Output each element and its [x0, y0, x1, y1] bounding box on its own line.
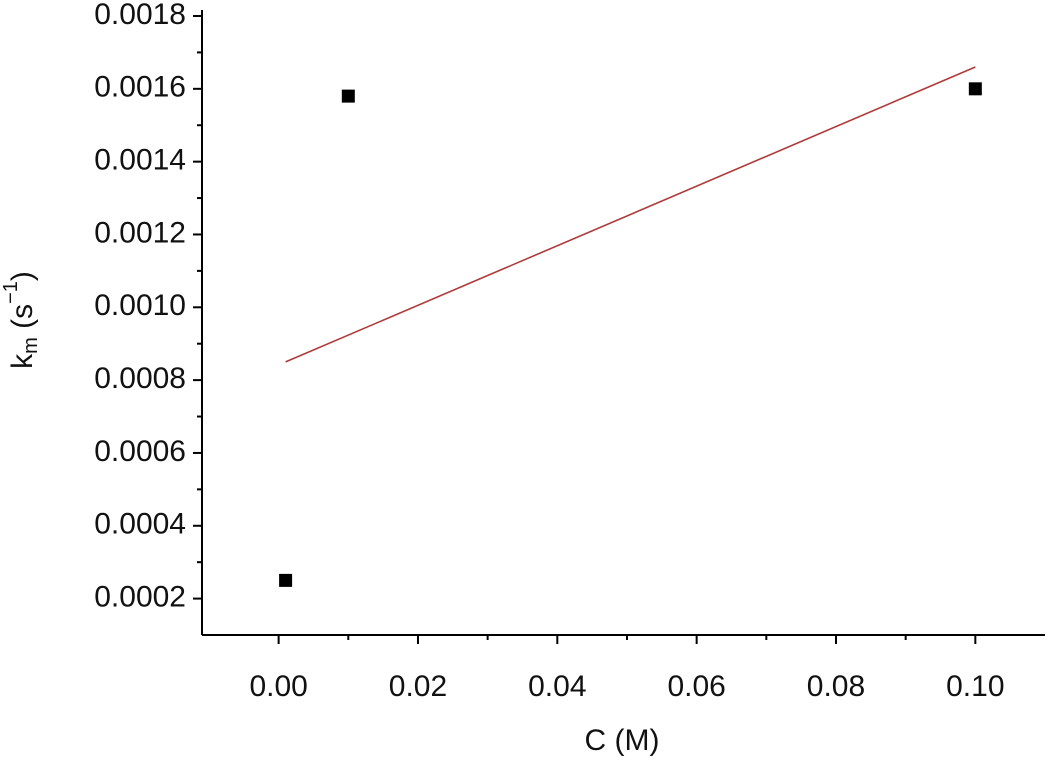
y-title-close: ): [6, 271, 39, 281]
x-tick-label: 0.10: [946, 670, 1004, 703]
x-tick-label: 0.02: [389, 670, 447, 703]
x-tick-label: 0.04: [528, 670, 586, 703]
y-tick-label: 0.0002: [94, 581, 186, 614]
point: [279, 573, 293, 587]
x-tick-label: 0.08: [807, 670, 865, 703]
y-title-sup: −1: [0, 281, 22, 304]
y-tick-label: 0.0016: [94, 71, 186, 104]
y-tick-label: 0.0010: [94, 289, 186, 322]
y-axis-title: km (s−1): [0, 271, 42, 369]
y-tick-label: 0.0014: [94, 144, 186, 177]
fit-line: [285, 66, 976, 363]
y-tick-label: 0.0008: [94, 362, 186, 395]
x-axis-title: C (M): [585, 724, 660, 757]
y-title-sub: m: [20, 337, 42, 354]
y-title-unit: (s: [6, 304, 39, 337]
point: [341, 89, 355, 103]
y-title-base: k: [6, 353, 39, 369]
point: [968, 82, 982, 96]
x-tick-label: 0.00: [249, 670, 307, 703]
y-tick-label: 0.0018: [94, 0, 186, 31]
y-tick-label: 0.0006: [94, 435, 186, 468]
y-tick-label: 0.0012: [94, 216, 186, 249]
x-tick-label: 0.06: [667, 670, 725, 703]
y-tick-label: 0.0004: [94, 508, 186, 541]
